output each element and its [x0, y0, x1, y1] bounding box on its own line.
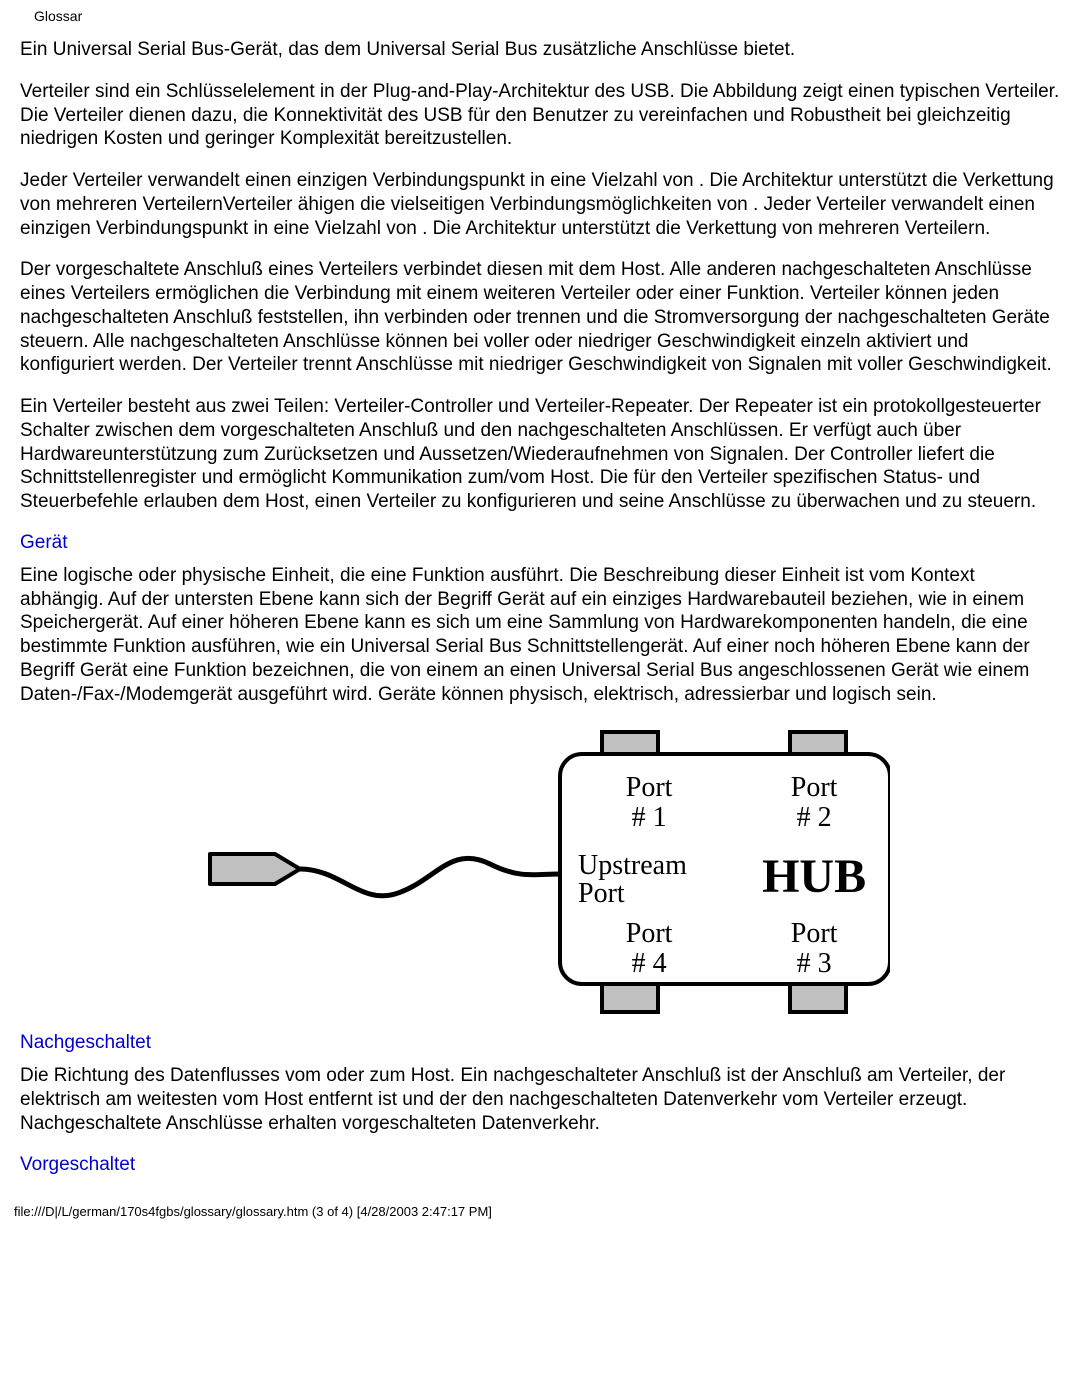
hub-diagram-svg: Port# 1Port# 2UpstreamPortHUBPort# 4Port… [190, 724, 890, 1014]
svg-text:# 3: # 3 [797, 948, 832, 979]
svg-text:Upstream: Upstream [578, 850, 687, 881]
svg-text:Port: Port [791, 918, 838, 949]
term-geraet[interactable]: Gerät [20, 532, 1060, 554]
paragraph: Der vorgeschaltete Anschluß eines Vertei… [20, 258, 1060, 377]
paragraph: Ein Verteiler besteht aus zwei Teilen: V… [20, 395, 1060, 514]
paragraph: Jeder Verteiler verwandelt einen einzige… [20, 169, 1060, 240]
page-footer: file:///D|/L/german/170s4fgbs/glossary/g… [0, 1180, 1080, 1229]
svg-text:# 2: # 2 [797, 802, 832, 833]
term-vorgeschaltet[interactable]: Vorgeschaltet [20, 1154, 1060, 1176]
svg-text:HUB: HUB [762, 850, 866, 903]
svg-text:Port: Port [578, 878, 625, 909]
svg-text:# 1: # 1 [632, 802, 667, 833]
paragraph-intro: Ein Universal Serial Bus-Gerät, das dem … [20, 38, 1060, 62]
svg-text:Port: Port [626, 772, 673, 803]
svg-text:Port: Port [791, 772, 838, 803]
svg-text:Port: Port [626, 918, 673, 949]
paragraph: Eine logische oder physische Einheit, di… [20, 564, 1060, 707]
hub-diagram: Port# 1Port# 2UpstreamPortHUBPort# 4Port… [20, 724, 1060, 1014]
paragraph: Die Richtung des Datenflusses vom oder z… [20, 1064, 1060, 1135]
term-nachgeschaltet[interactable]: Nachgeschaltet [20, 1032, 1060, 1054]
svg-text:# 4: # 4 [632, 948, 667, 979]
page-header: Glossar [20, 0, 1060, 28]
paragraph: Verteiler sind ein Schlüsselelement in d… [20, 80, 1060, 151]
